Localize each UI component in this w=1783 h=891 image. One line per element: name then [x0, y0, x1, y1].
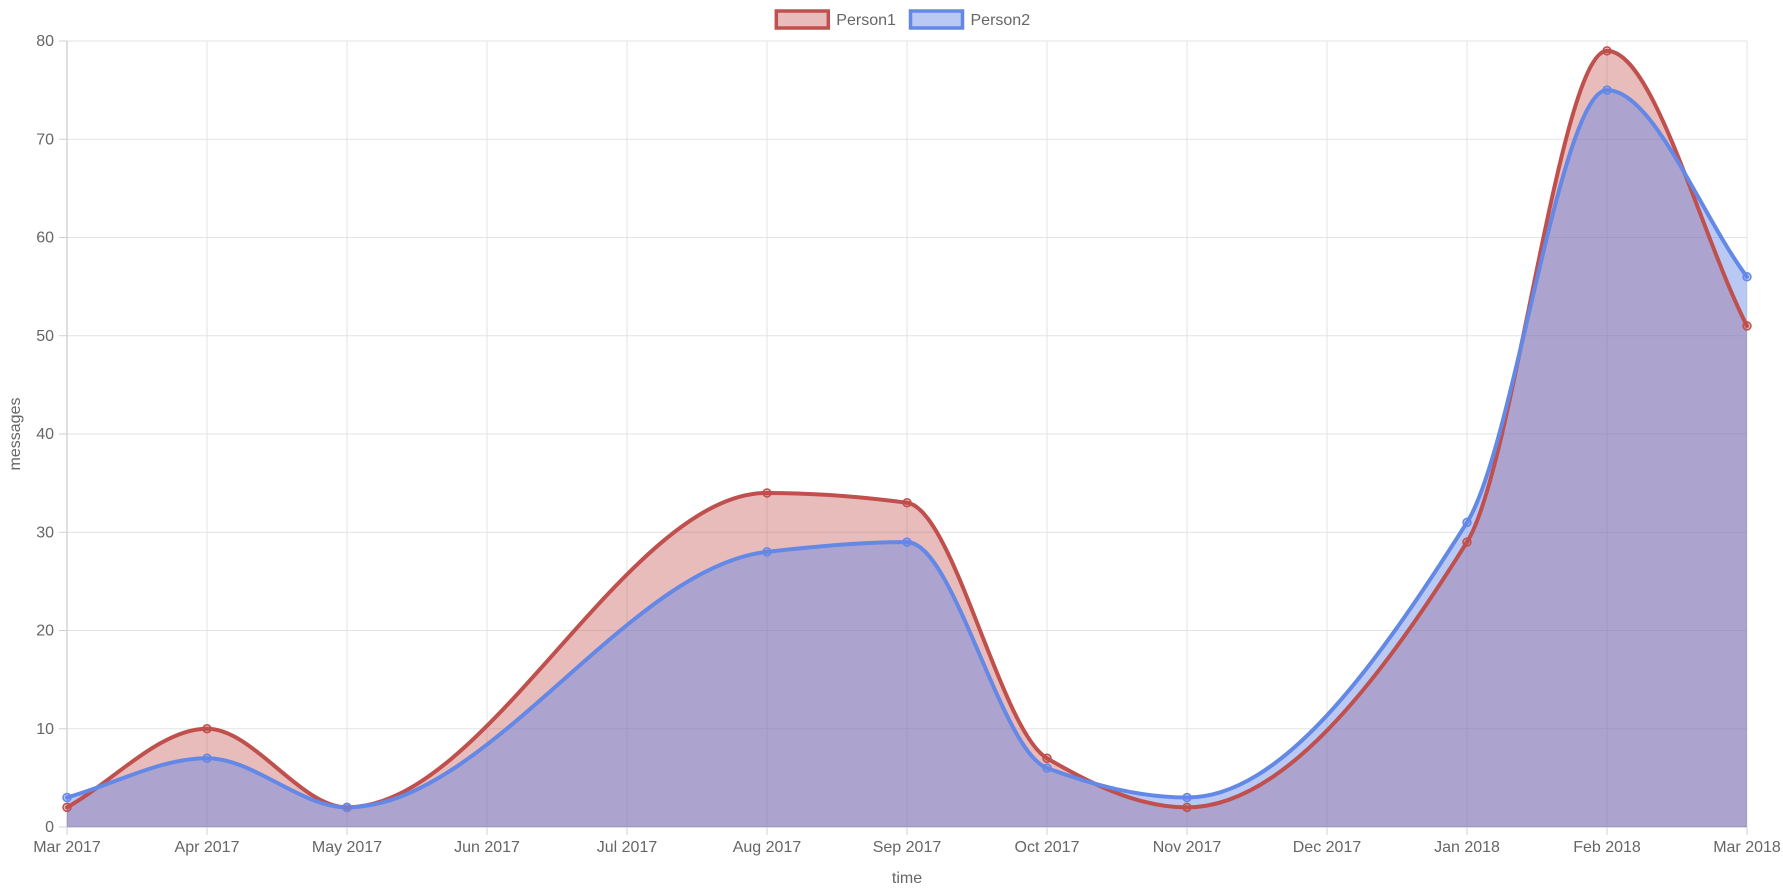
x-tick-label: Sep 2017 — [873, 839, 942, 856]
series-area-person2 — [67, 90, 1747, 827]
data-point-person1[interactable] — [902, 498, 912, 508]
x-tick-label: Mar 2018 — [1713, 839, 1781, 856]
x-tick-label: Nov 2017 — [1153, 839, 1222, 856]
x-tick-label: Aug 2017 — [733, 839, 802, 856]
data-point-person1[interactable] — [1462, 537, 1472, 547]
x-tick-label: Jul 2017 — [597, 839, 658, 856]
data-point-person2[interactable] — [62, 792, 72, 803]
x-tick-label: May 2017 — [312, 839, 382, 856]
y-tick-label: 50 — [36, 328, 54, 345]
data-point-person2[interactable] — [1462, 517, 1472, 528]
x-tick-label: Jun 2017 — [454, 839, 520, 856]
legend-item-person1[interactable]: Person1 — [774, 9, 896, 30]
data-point-person1[interactable] — [762, 488, 772, 498]
y-tick-label: 60 — [36, 230, 54, 247]
x-tick-label: Dec 2017 — [1293, 839, 1362, 856]
x-tick-label: Mar 2017 — [33, 839, 101, 856]
data-point-person2[interactable] — [202, 753, 212, 763]
data-point-person2[interactable] — [762, 547, 772, 557]
y-tick-label: 10 — [36, 721, 54, 738]
series-points — [62, 46, 1752, 813]
y-tick-label: 70 — [36, 131, 54, 148]
y-tick-label: 30 — [36, 524, 54, 541]
y-tick-label: 20 — [36, 623, 54, 640]
x-tick-label: Jan 2018 — [1434, 839, 1500, 856]
x-axis-title: time — [892, 870, 922, 887]
data-point-person1[interactable] — [202, 724, 212, 734]
legend-label-person1: Person1 — [836, 12, 896, 29]
data-point-person2[interactable] — [1602, 85, 1612, 95]
data-point-person1[interactable] — [1742, 321, 1752, 331]
data-point-person2[interactable] — [1182, 792, 1192, 803]
data-point-person1[interactable] — [1042, 753, 1052, 763]
tick-labels: 0 10 20 30 40 50 60 70 80 Mar 2017 Apr 2017 May 201… — [33, 33, 1781, 856]
grid — [59, 40, 1748, 835]
y-tick-label: 80 — [36, 33, 54, 50]
legend-item-person2[interactable]: Person2 — [908, 9, 1031, 30]
data-point-person1[interactable] — [1602, 46, 1612, 56]
y-tick-label: 40 — [36, 426, 54, 443]
legend-label-person2: Person2 — [971, 12, 1031, 29]
data-point-person1[interactable] — [62, 802, 72, 813]
legend[interactable]: Person1 Person2 — [774, 9, 1031, 30]
data-point-person2[interactable] — [902, 537, 912, 547]
x-tick-label: Apr 2017 — [175, 839, 240, 856]
y-tick-label: 0 — [45, 819, 54, 836]
data-point-person2[interactable] — [1042, 763, 1052, 773]
x-tick-label: Oct 2017 — [1015, 839, 1080, 856]
legend-swatch-person1 — [774, 9, 831, 30]
data-point-person2[interactable] — [1742, 272, 1752, 282]
legend-swatch-person2 — [908, 9, 965, 30]
x-tick-label: Feb 2018 — [1573, 839, 1641, 856]
y-axis-title: messages — [7, 398, 24, 471]
data-point-person1[interactable] — [1182, 802, 1192, 813]
data-point-person2[interactable] — [342, 802, 352, 813]
